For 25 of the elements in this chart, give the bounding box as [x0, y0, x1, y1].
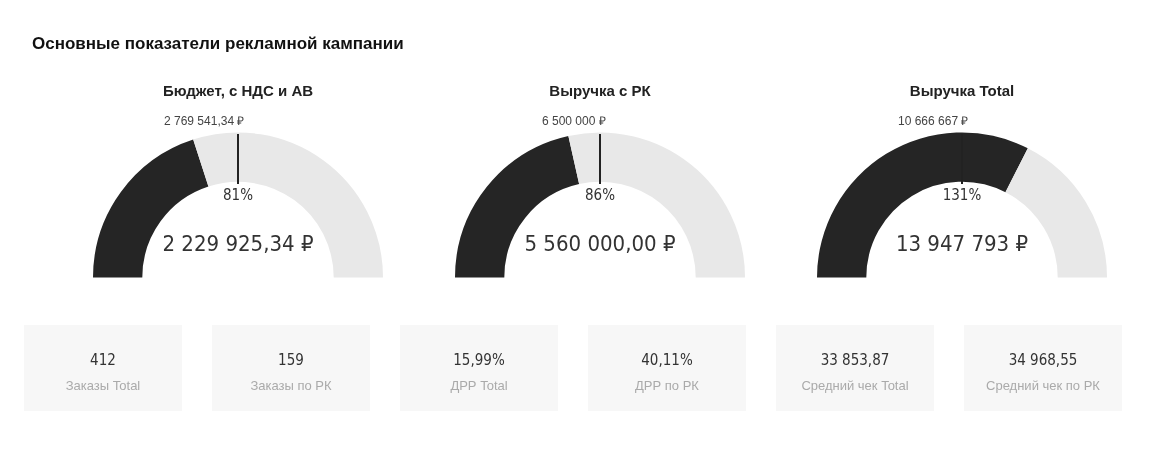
- text: 13 947 793 ₽: [894, 231, 1030, 256]
- text: 2 229 925,34 ₽: [161, 231, 315, 256]
- text: 5 560 000,00 ₽: [523, 231, 677, 256]
- chart-title: Выручка Total: [908, 82, 1016, 99]
- chart-title: Выручка с РК: [548, 82, 652, 99]
- category-label: Средний чек Total: [800, 378, 910, 393]
- text: 40,11%: [641, 351, 693, 369]
- text: 81%: [222, 186, 254, 204]
- text: 2 769 541,34 ₽: [164, 113, 245, 129]
- text: 33 853,87: [820, 351, 890, 369]
- text: 86%: [584, 186, 616, 204]
- category-label: ДРР по РК: [634, 378, 700, 393]
- text: 6 500 000 ₽: [542, 113, 606, 129]
- category-label: Заказы Total: [64, 378, 142, 393]
- text: 131%: [941, 186, 983, 204]
- category-label: ДРР Total: [449, 378, 509, 393]
- text: 15,99%: [453, 351, 505, 369]
- chart-title: Бюджет, с НДС и АВ: [161, 82, 315, 99]
- text: 10 666 667 ₽: [898, 113, 969, 129]
- text: Основные показатели рекламной кампании: [32, 34, 404, 54]
- text: 159: [278, 351, 304, 369]
- text: 412: [90, 351, 116, 369]
- text: 34 968,55: [1008, 351, 1078, 369]
- category-label: Заказы по РК: [249, 378, 333, 393]
- category-label: Средний чек по РК: [985, 378, 1101, 393]
